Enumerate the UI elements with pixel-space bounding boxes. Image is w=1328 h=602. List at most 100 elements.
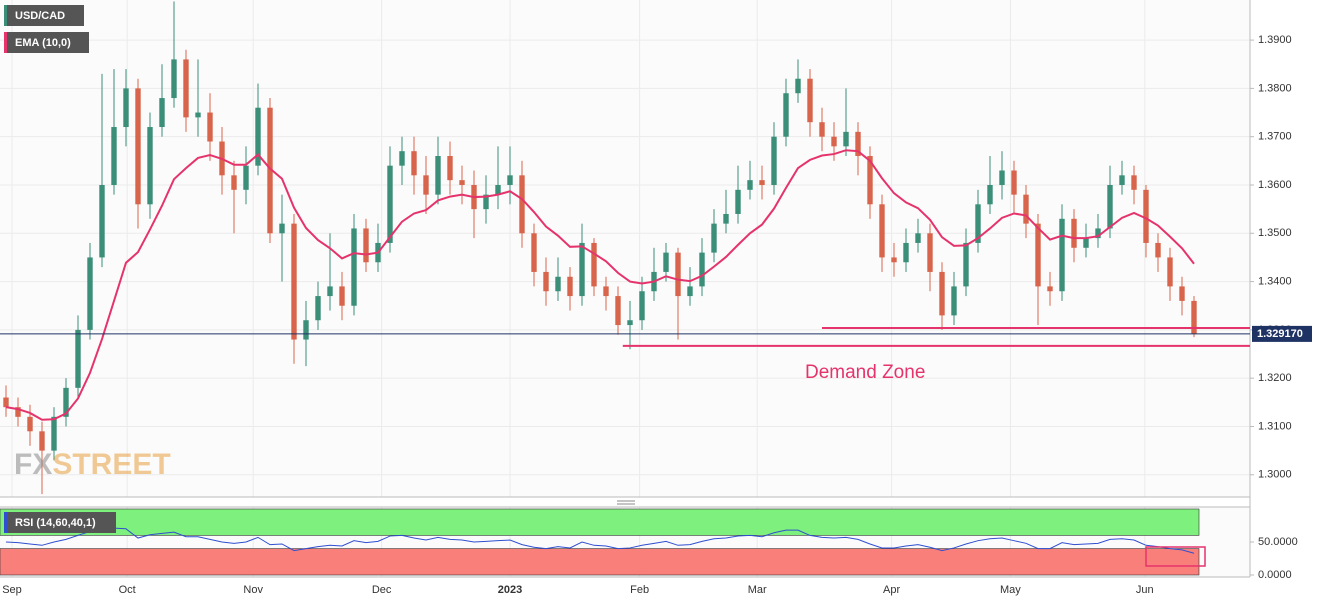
x-tick-label: Oct <box>119 584 136 596</box>
price-tag <box>1252 325 1312 342</box>
candle-body <box>243 165 249 190</box>
candle-body <box>39 431 45 451</box>
candle-body <box>1191 300 1197 334</box>
candle-body <box>15 407 21 417</box>
candle-body <box>555 276 561 292</box>
candle-body <box>411 151 417 176</box>
candle-body <box>267 107 273 234</box>
candle-body <box>579 242 585 297</box>
candle-body <box>255 107 261 166</box>
candle-body <box>1071 218 1077 248</box>
watermark-part: STREET <box>52 448 170 481</box>
candle-body <box>303 320 309 340</box>
candle-body <box>327 286 333 297</box>
candle-body <box>1035 223 1041 287</box>
candle-body <box>855 131 861 157</box>
candle-body <box>531 233 537 272</box>
y-tick-label: 1.3400 <box>1258 275 1292 287</box>
candle-body <box>27 416 33 432</box>
y-tick-label: 1.3600 <box>1258 179 1292 191</box>
candle-body <box>87 257 93 330</box>
candle-body <box>1023 194 1029 224</box>
candle-body <box>207 112 213 142</box>
candle-body <box>1095 228 1101 239</box>
candle-body <box>843 131 849 147</box>
candle-body <box>495 184 501 195</box>
legend-label: USD/CAD <box>15 10 65 22</box>
x-tick-label: Apr <box>883 584 900 596</box>
legend-swatch <box>4 5 7 26</box>
x-tick-label: Sep <box>2 584 22 596</box>
candle-body <box>1167 257 1173 287</box>
legend-swatch <box>4 512 7 533</box>
candle-body <box>759 180 765 185</box>
candle-body <box>171 59 177 99</box>
annotation: Demand Zone <box>805 362 925 383</box>
ema-line <box>5 149 1195 421</box>
legend-box <box>4 5 84 26</box>
candle-body <box>1143 189 1149 243</box>
candle-body <box>1107 184 1113 229</box>
candle-body <box>1131 175 1137 190</box>
plot-background <box>0 0 1250 497</box>
candle-body <box>135 88 141 205</box>
y-tick-label: 0.0000 <box>1258 569 1292 581</box>
y-tick-label: 1.3000 <box>1258 469 1292 481</box>
x-tick-label: Mar <box>748 584 767 596</box>
candle-body <box>663 252 669 272</box>
candle-body <box>195 112 201 118</box>
candle-body <box>603 286 609 297</box>
candle-body <box>591 242 597 287</box>
watermark-part: FX <box>14 448 52 481</box>
legend: USD/CAD EMA (10,0) RSI (14,60,40,1) <box>4 5 116 533</box>
candle-body <box>459 180 465 185</box>
x-tick-label: Dec <box>372 584 392 596</box>
candle-body <box>699 252 705 287</box>
legend-box <box>4 512 116 533</box>
price-tag-label: 1.329170 <box>1257 328 1303 340</box>
candle-body <box>315 296 321 321</box>
legend-box <box>4 32 89 53</box>
panel-handle[interactable] <box>617 500 635 505</box>
candle-body <box>987 184 993 205</box>
candle-body <box>735 189 741 214</box>
candle-body <box>3 397 9 408</box>
candle-body <box>399 151 405 166</box>
y-tick-label: 1.3100 <box>1258 420 1292 432</box>
candle-body <box>111 127 117 185</box>
candle-body <box>615 296 621 326</box>
candle-body <box>123 88 129 128</box>
candle-body <box>999 170 1005 185</box>
candle-body <box>951 286 957 316</box>
candle-body <box>483 194 489 210</box>
candle-body <box>435 156 441 195</box>
candle-body <box>1119 175 1125 185</box>
legend-swatch <box>4 32 7 53</box>
y-tick-label: 1.3500 <box>1258 227 1292 239</box>
candle-body <box>867 156 873 205</box>
candle-body <box>543 271 549 292</box>
candle-body <box>711 223 717 253</box>
candle-body <box>903 242 909 263</box>
candle-body <box>723 213 729 224</box>
candle-body <box>831 136 837 147</box>
watermark: FXSTREET <box>14 448 171 481</box>
candle-body <box>183 59 189 118</box>
y-tick-label: 1.3900 <box>1258 34 1292 46</box>
marks <box>3 1 1197 554</box>
rsi-lower-zone <box>0 548 1200 576</box>
candle-body <box>879 204 885 258</box>
candle-body <box>147 127 153 205</box>
highlight-box <box>1145 546 1206 567</box>
candle-body <box>795 78 801 94</box>
y-tick-label: 1.3700 <box>1258 131 1292 143</box>
candle-body <box>927 233 933 272</box>
y-tick-label: 1.3800 <box>1258 82 1292 94</box>
candle-body <box>891 257 897 263</box>
x-tick-label: Feb <box>630 584 649 596</box>
candle-body <box>519 175 525 234</box>
y-tick-label: 1.3200 <box>1258 372 1292 384</box>
candle-body <box>771 136 777 185</box>
candle-body <box>963 242 969 287</box>
